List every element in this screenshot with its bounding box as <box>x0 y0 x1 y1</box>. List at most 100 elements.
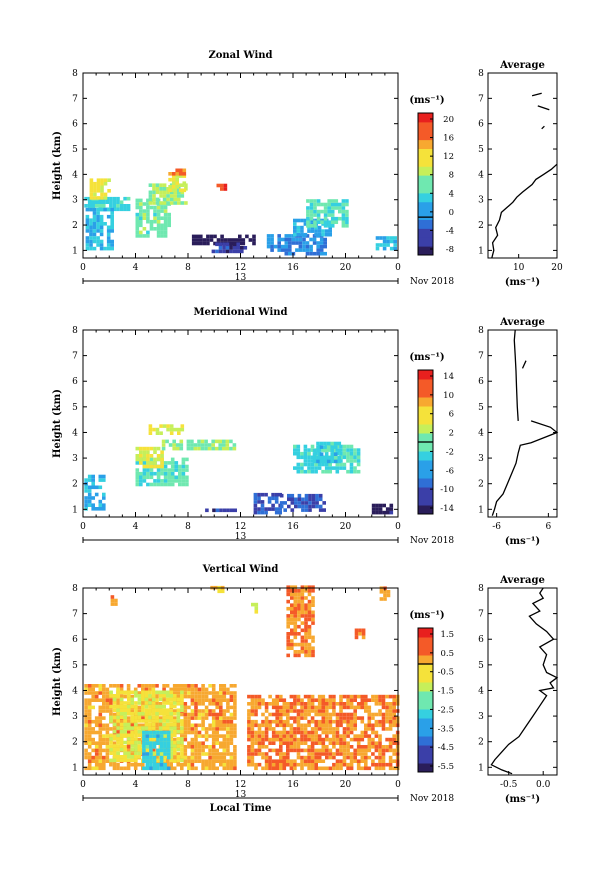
heatmap-cell <box>163 482 168 487</box>
heatmap-cell <box>211 443 215 447</box>
heatmap-cell <box>338 202 342 207</box>
heatmap-cell <box>148 194 153 198</box>
heatmap-cell <box>339 762 343 767</box>
heatmap-cell <box>123 690 127 695</box>
heatmap-cell <box>314 730 318 735</box>
heatmap-cell <box>166 190 170 195</box>
heatmap-cell <box>293 614 298 618</box>
heatmap-cell <box>102 705 106 710</box>
heatmap-cell <box>290 596 294 600</box>
heatmap-cell <box>130 709 134 713</box>
heatmap-cell <box>330 441 334 446</box>
heatmap-cell <box>102 684 106 688</box>
heatmap-cell <box>279 762 283 767</box>
heatmap-cell <box>162 698 166 702</box>
colorbar-band <box>418 682 433 692</box>
heatmap-cell <box>166 730 171 735</box>
heatmap-cell <box>142 759 146 763</box>
heatmap-cell <box>169 687 173 692</box>
heatmap-cell <box>282 709 287 713</box>
heatmap-cell <box>327 220 331 224</box>
heatmap-cell <box>253 492 258 497</box>
heatmap-cell <box>160 209 164 213</box>
heatmap-cell <box>130 712 135 716</box>
heatmap-cell <box>211 755 216 760</box>
heatmap-cell <box>328 705 333 710</box>
heatmap-cell <box>317 451 322 456</box>
heatmap-cell <box>183 755 188 760</box>
heatmap-cell <box>87 741 92 745</box>
heatmap-cell <box>91 748 95 753</box>
heatmap-cell <box>300 596 305 600</box>
heatmap-cell <box>116 712 120 716</box>
heatmap-cell <box>233 709 237 713</box>
heatmap-cell <box>307 592 312 597</box>
heatmap-cell <box>321 694 326 699</box>
heatmap-cell <box>286 719 290 724</box>
heatmap-cell <box>282 755 287 760</box>
heatmap-cell <box>267 500 272 504</box>
heatmap-cell <box>172 439 176 444</box>
heatmap-cell <box>94 507 99 511</box>
heatmap-cell <box>116 755 120 759</box>
heatmap-cell <box>222 734 227 738</box>
heatmap-cell <box>271 737 276 742</box>
heatmap-cell <box>161 446 166 451</box>
average-y-tick-label: 1 <box>478 246 484 256</box>
heatmap-cell <box>126 719 131 724</box>
heatmap-cell <box>103 222 107 226</box>
heatmap-cell <box>323 209 328 214</box>
heatmap-cell <box>264 492 268 497</box>
heatmap-cell <box>119 697 124 702</box>
heatmap-cell <box>284 237 289 242</box>
heatmap-cell <box>300 455 304 460</box>
heatmap-cell <box>317 727 322 731</box>
heatmap-cell <box>160 230 164 235</box>
heatmap-cell <box>342 694 347 699</box>
heatmap-cell <box>296 709 301 713</box>
heatmap-cell <box>311 603 315 607</box>
heatmap-cell <box>153 446 157 451</box>
heatmap-cell <box>176 684 180 688</box>
heatmap-cell <box>167 212 171 217</box>
heatmap-cell <box>169 740 174 745</box>
heatmap-cell <box>303 762 308 767</box>
heatmap-cell <box>204 752 209 756</box>
heatmap-cell <box>275 748 279 753</box>
heatmap-cell <box>201 759 205 763</box>
heatmap-cell <box>225 242 230 247</box>
heatmap-cell <box>345 220 349 224</box>
heatmap-cell <box>130 694 134 699</box>
colorbar-tick-label: -3.5 <box>438 724 454 734</box>
heatmap-cell <box>381 702 386 706</box>
heatmap-cell <box>127 704 131 709</box>
x-tick-label: 0 <box>395 263 401 273</box>
heatmap-cell <box>264 727 269 731</box>
heatmap-cell <box>250 752 255 756</box>
heatmap-cell <box>185 468 189 472</box>
heatmap-cell <box>339 723 343 728</box>
heatmap-cell <box>119 715 124 720</box>
heatmap-cell <box>84 755 88 760</box>
heatmap-cell <box>349 716 354 720</box>
heatmap-cell <box>290 628 294 633</box>
heatmap-cell <box>326 445 331 449</box>
heatmap-cell <box>172 755 177 760</box>
heatmap-cell <box>135 457 140 462</box>
heatmap-cell <box>323 202 328 207</box>
heatmap-cell <box>112 694 117 698</box>
heatmap-cell <box>296 737 301 742</box>
heatmap-cell <box>310 745 315 749</box>
heatmap-cell <box>328 702 333 706</box>
heatmap-cell <box>317 462 322 467</box>
heatmap-cell <box>165 722 170 727</box>
heatmap-cell <box>152 427 156 432</box>
heatmap-cell <box>284 234 289 238</box>
heatmap-cell <box>286 748 290 753</box>
heatmap-cell <box>134 694 138 698</box>
heatmap-cell <box>282 759 287 763</box>
heatmap-cell <box>311 596 315 600</box>
heatmap-cell <box>229 719 234 724</box>
heatmap-cell <box>279 723 283 728</box>
heatmap-cell <box>173 733 177 738</box>
